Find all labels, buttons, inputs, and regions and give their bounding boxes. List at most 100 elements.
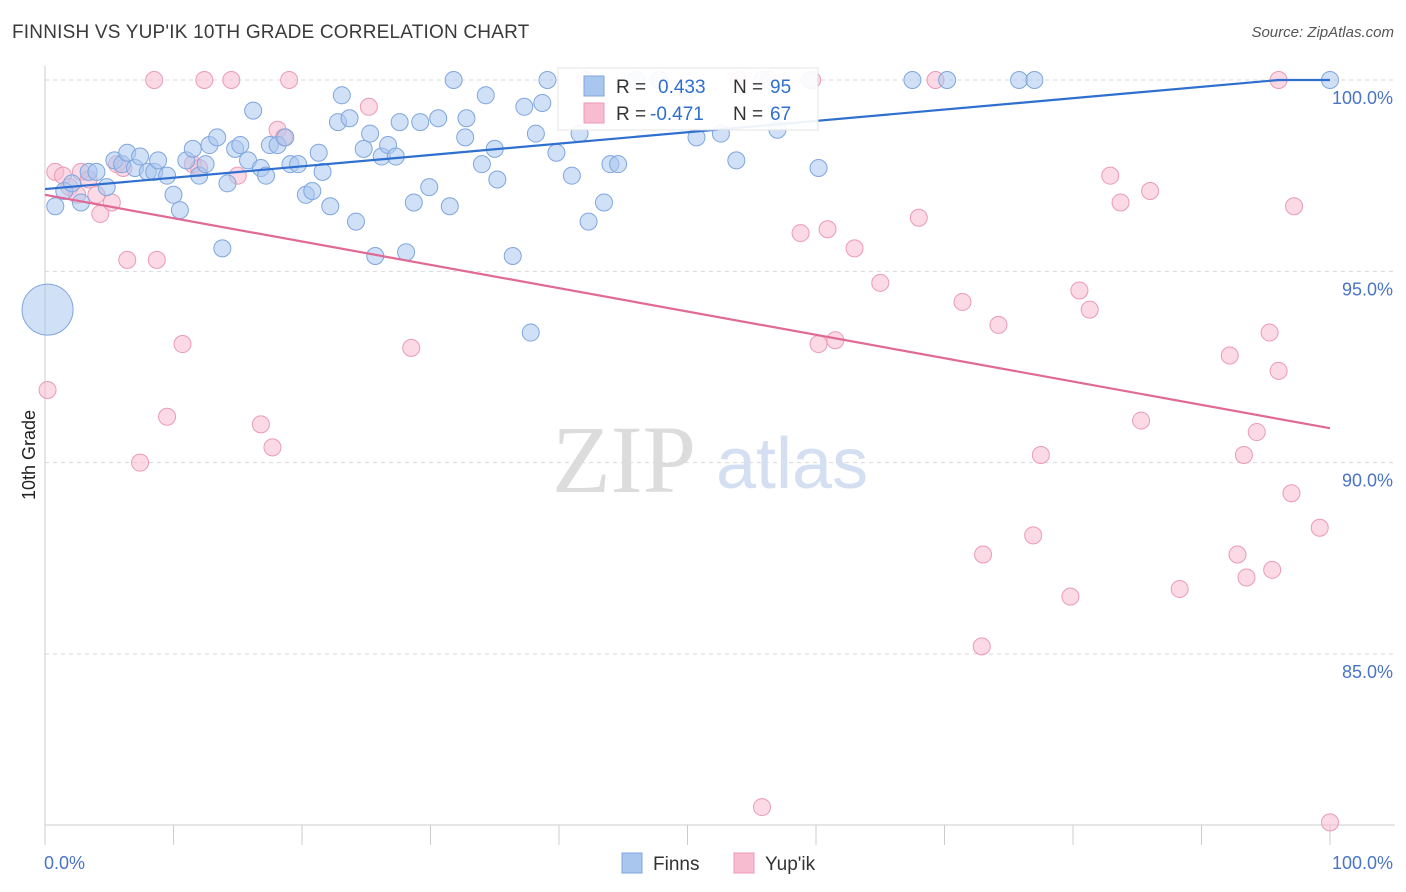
stats-box: R = 0.433 N = 95 R = -0.471 N = 67 xyxy=(557,67,819,131)
data-point xyxy=(1321,813,1339,832)
data-point xyxy=(526,124,545,143)
data-point xyxy=(579,212,598,231)
data-point xyxy=(62,174,81,193)
data-point xyxy=(903,71,922,89)
data-point xyxy=(871,273,890,292)
data-point xyxy=(1269,361,1288,380)
data-point xyxy=(538,71,557,89)
data-point xyxy=(1220,346,1239,365)
data-point xyxy=(1247,423,1266,442)
source-label: Source: ZipAtlas.com xyxy=(1251,24,1394,41)
y-tick-label: 90.0% xyxy=(1342,471,1393,491)
data-point xyxy=(809,335,828,354)
y-tick-labels: 85.0% 90.0% 95.0% 100.0% xyxy=(1332,88,1393,682)
stats-swatch-finns xyxy=(583,75,605,97)
data-point xyxy=(1061,587,1080,606)
data-point xyxy=(974,545,993,564)
data-point xyxy=(359,97,378,116)
data-point xyxy=(251,415,270,434)
data-point xyxy=(46,197,65,216)
data-point xyxy=(332,86,351,105)
data-point xyxy=(1263,560,1282,579)
legend-label-finns: Finns xyxy=(653,854,699,875)
data-point xyxy=(1024,526,1043,545)
data-point xyxy=(1080,300,1099,319)
data-point xyxy=(346,212,365,231)
data-point xyxy=(118,250,137,269)
data-point xyxy=(562,166,581,185)
data-point xyxy=(208,128,227,147)
data-point xyxy=(1141,181,1160,200)
data-point xyxy=(476,86,495,105)
data-point xyxy=(147,250,166,269)
x-tick-label: 0.0% xyxy=(44,853,85,873)
data-point xyxy=(170,201,189,220)
data-point xyxy=(309,143,328,162)
data-point xyxy=(97,178,116,197)
data-point xyxy=(313,162,332,181)
data-point xyxy=(533,93,552,112)
stats-r-value-yupik: -0.471 xyxy=(650,104,704,125)
data-point xyxy=(1260,323,1279,342)
watermark: ZIP atlas xyxy=(552,406,868,513)
data-point xyxy=(158,407,177,426)
x-tick-label: 100.0% xyxy=(1332,853,1393,873)
legend: Finns Yup'ik xyxy=(621,852,816,875)
data-point xyxy=(289,155,308,174)
data-point xyxy=(213,239,232,258)
y-tick-label: 100.0% xyxy=(1332,88,1393,108)
data-point xyxy=(411,113,430,132)
data-point xyxy=(218,174,237,193)
data-point xyxy=(404,193,423,212)
data-point xyxy=(87,162,106,181)
data-point xyxy=(263,438,282,457)
data-point xyxy=(727,151,746,170)
data-point xyxy=(397,243,416,262)
legend-swatch-finns xyxy=(621,852,643,874)
watermark-zip: ZIP xyxy=(552,406,696,513)
data-point xyxy=(280,71,299,89)
trend-line-yupik xyxy=(44,193,1331,430)
data-point xyxy=(989,315,1008,334)
data-point xyxy=(472,155,491,174)
data-point xyxy=(440,197,459,216)
data-point xyxy=(183,139,202,158)
data-point xyxy=(340,109,359,128)
data-point xyxy=(354,139,373,158)
data-point xyxy=(1170,579,1189,598)
data-point xyxy=(791,224,810,243)
data-point xyxy=(809,159,828,178)
stats-r-label-yupik: R = xyxy=(616,104,646,125)
data-point xyxy=(1111,193,1130,212)
data-point xyxy=(547,143,566,162)
data-point xyxy=(164,185,183,204)
data-point xyxy=(158,166,177,185)
data-point xyxy=(1228,545,1247,564)
legend-swatch-yupik xyxy=(733,852,755,874)
data-point xyxy=(1025,71,1044,89)
data-point xyxy=(38,380,57,399)
data-point xyxy=(1237,568,1256,587)
stats-swatch-yupik xyxy=(583,102,605,124)
data-point xyxy=(456,128,475,147)
data-point xyxy=(909,208,928,227)
data-point xyxy=(303,181,322,200)
data-point xyxy=(1282,484,1301,503)
stats-n-value-yupik: 67 xyxy=(770,104,791,125)
data-point xyxy=(845,239,864,258)
data-point xyxy=(361,124,380,143)
data-point xyxy=(1010,71,1029,89)
data-point xyxy=(195,71,214,89)
data-point xyxy=(521,323,540,342)
watermark-atlas: atlas xyxy=(716,424,868,504)
data-point xyxy=(390,113,409,132)
data-point xyxy=(145,71,164,89)
trend-line-finns xyxy=(44,78,1330,191)
data-point xyxy=(149,151,168,170)
data-point xyxy=(1310,518,1329,537)
stats-r-value-finns: 0.433 xyxy=(658,77,706,98)
legend-label-yupik: Yup'ik xyxy=(765,854,816,875)
stats-n-value-finns: 95 xyxy=(770,77,791,98)
data-point xyxy=(196,155,215,174)
